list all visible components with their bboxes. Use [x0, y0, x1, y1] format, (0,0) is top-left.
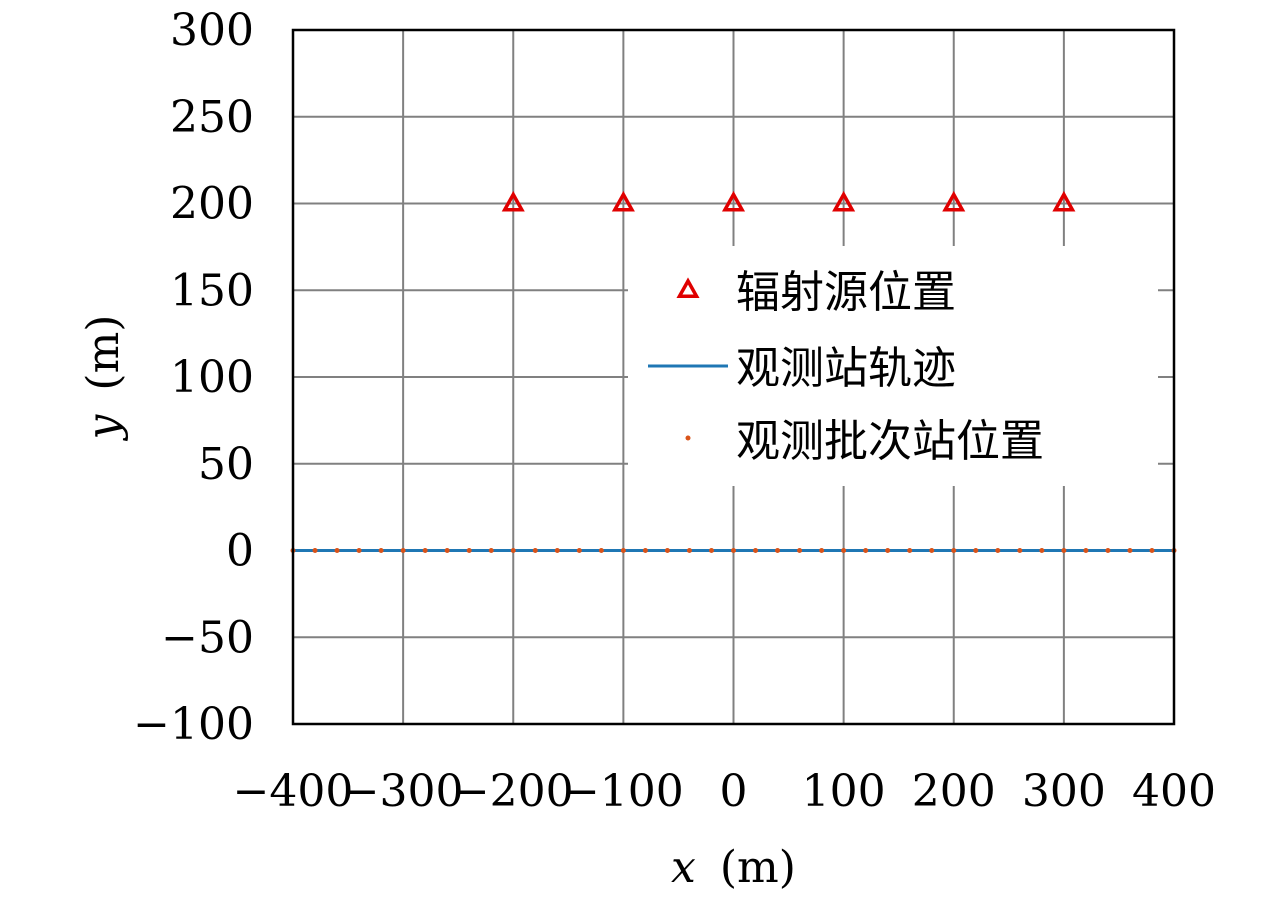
- station-point: [378, 548, 384, 553]
- y-tick-label: 0: [226, 526, 254, 577]
- station-point: [973, 548, 979, 553]
- station-point: [356, 548, 362, 553]
- station-point: [620, 548, 626, 553]
- station-point: [664, 548, 670, 553]
- x-tick-label: 400: [1132, 766, 1216, 817]
- y-tick-label: 300: [170, 5, 254, 56]
- station-point: [1083, 548, 1089, 553]
- station-point: [951, 548, 957, 553]
- station-point: [532, 548, 538, 553]
- x-tick-label: −200: [453, 766, 574, 817]
- station-point: [642, 548, 648, 553]
- station-point: [334, 548, 340, 553]
- station-point: [731, 548, 736, 553]
- legend: 辐射源位置 观测站轨迹 观测批次站位置: [648, 267, 1044, 467]
- y-tick-label: −50: [161, 612, 254, 663]
- y-tick-label: 50: [198, 439, 254, 490]
- axis-labels: x (m) y (m): [78, 315, 796, 893]
- station-point: [708, 548, 714, 553]
- y-axis-unit: (m): [78, 315, 129, 391]
- x-axis-label: x (m): [671, 842, 796, 893]
- y-tick-label: −100: [133, 699, 254, 750]
- station-point: [907, 548, 913, 553]
- station-point: [422, 548, 428, 553]
- x-tick-label: 300: [1022, 766, 1106, 817]
- plot-frame: [291, 28, 1176, 726]
- station-point: [488, 548, 494, 553]
- station-point: [1105, 548, 1111, 553]
- source-marker: [501, 190, 525, 212]
- station-point: [929, 548, 935, 553]
- source-marker: [832, 190, 856, 212]
- station-point: [312, 548, 318, 553]
- station-point: [466, 548, 472, 553]
- tick-labels: −400−300−200−100 0 100 200 300 400−100−500501…: [133, 5, 1216, 817]
- legend-label-station: 观测批次站位置: [736, 416, 1044, 467]
- station-point: [841, 548, 847, 553]
- station-point: [400, 548, 406, 553]
- x-tick-label: 100: [802, 766, 886, 817]
- station-point: [576, 548, 582, 553]
- y-axis-variable: y: [78, 413, 129, 441]
- y-tick-label: 250: [170, 92, 254, 143]
- x-axis-unit: (m): [720, 842, 796, 893]
- y-tick-label: 100: [170, 352, 254, 403]
- source-marker: [611, 190, 635, 212]
- legend-label-trajectory: 观测站轨迹: [736, 343, 956, 394]
- legend-triangle-marker: [676, 277, 700, 299]
- station-point: [819, 548, 825, 553]
- x-tick-label: −400: [233, 766, 354, 817]
- station-point: [775, 548, 781, 553]
- station-point: [444, 548, 450, 553]
- station-point: [995, 548, 1001, 553]
- station-point: [753, 548, 759, 553]
- legend-item-source: 辐射源位置: [676, 267, 956, 318]
- y-tick-label: 150: [170, 265, 254, 316]
- station-point: [863, 548, 869, 553]
- station-point: [554, 548, 560, 553]
- x-tick-label: 200: [912, 766, 996, 817]
- station-point: [598, 548, 604, 553]
- source-marker: [1052, 190, 1076, 212]
- station-point: [686, 548, 692, 553]
- station-point: [1039, 548, 1045, 553]
- x-tick-label: −300: [343, 766, 464, 817]
- x-tick-label: 0: [720, 766, 748, 817]
- station-point: [797, 548, 803, 553]
- x-axis-variable: x: [671, 842, 696, 893]
- y-tick-label: 200: [170, 179, 254, 230]
- station-point: [1017, 548, 1023, 553]
- station-point: [1149, 548, 1155, 553]
- station-point: [885, 548, 891, 553]
- source-marker: [721, 190, 746, 212]
- legend-item-trajectory: 观测站轨迹: [648, 343, 956, 394]
- legend-dot-marker: [685, 435, 691, 441]
- station-point: [510, 548, 516, 553]
- series-layer: [290, 190, 1177, 553]
- x-tick-label: −100: [563, 766, 684, 817]
- source-marker: [942, 190, 966, 212]
- y-axis-label: y (m): [78, 315, 129, 442]
- station-point: [1127, 548, 1133, 553]
- legend-label-source: 辐射源位置: [736, 267, 956, 318]
- station-point: [1061, 548, 1067, 553]
- legend-item-station: 观测批次站位置: [685, 416, 1044, 467]
